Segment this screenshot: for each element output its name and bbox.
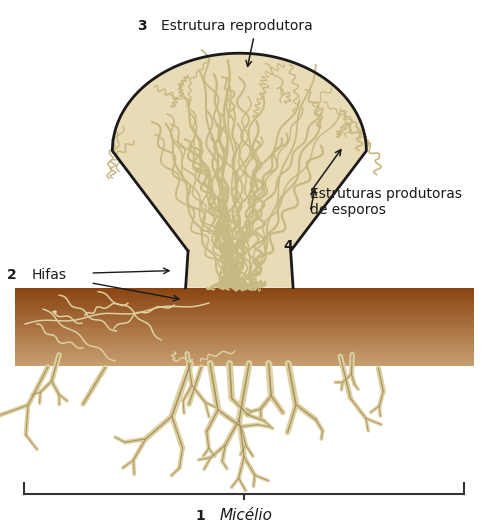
Polygon shape: [14, 293, 474, 296]
Text: Hifas: Hifas: [32, 268, 67, 282]
Polygon shape: [14, 348, 474, 350]
Polygon shape: [14, 337, 474, 340]
Text: 1: 1: [196, 509, 205, 523]
Polygon shape: [14, 358, 474, 361]
Polygon shape: [112, 53, 366, 251]
Polygon shape: [14, 316, 474, 319]
Polygon shape: [14, 330, 474, 332]
Polygon shape: [14, 319, 474, 322]
Polygon shape: [14, 288, 474, 290]
Polygon shape: [14, 350, 474, 353]
Polygon shape: [14, 314, 474, 316]
Polygon shape: [14, 327, 474, 330]
Polygon shape: [14, 311, 474, 314]
Polygon shape: [14, 303, 474, 306]
Polygon shape: [14, 296, 474, 298]
Text: 4: 4: [283, 239, 293, 253]
Polygon shape: [14, 334, 474, 337]
Text: Estrutura reprodutora: Estrutura reprodutora: [161, 20, 313, 33]
Polygon shape: [14, 345, 474, 348]
Polygon shape: [14, 324, 474, 327]
Text: 2: 2: [7, 268, 17, 282]
Polygon shape: [14, 300, 474, 303]
Polygon shape: [186, 251, 293, 288]
Polygon shape: [14, 342, 474, 345]
Polygon shape: [14, 306, 474, 308]
Polygon shape: [14, 363, 474, 366]
Polygon shape: [14, 322, 474, 324]
Polygon shape: [14, 290, 474, 293]
Polygon shape: [14, 308, 474, 311]
Polygon shape: [14, 355, 474, 358]
Polygon shape: [14, 298, 474, 300]
Polygon shape: [14, 353, 474, 355]
Text: 3: 3: [137, 20, 147, 33]
Polygon shape: [14, 361, 474, 363]
Polygon shape: [14, 332, 474, 334]
Text: Estruturas produtoras
de esporos: Estruturas produtoras de esporos: [310, 187, 462, 217]
Text: Micélio: Micélio: [220, 508, 273, 523]
Polygon shape: [14, 340, 474, 342]
